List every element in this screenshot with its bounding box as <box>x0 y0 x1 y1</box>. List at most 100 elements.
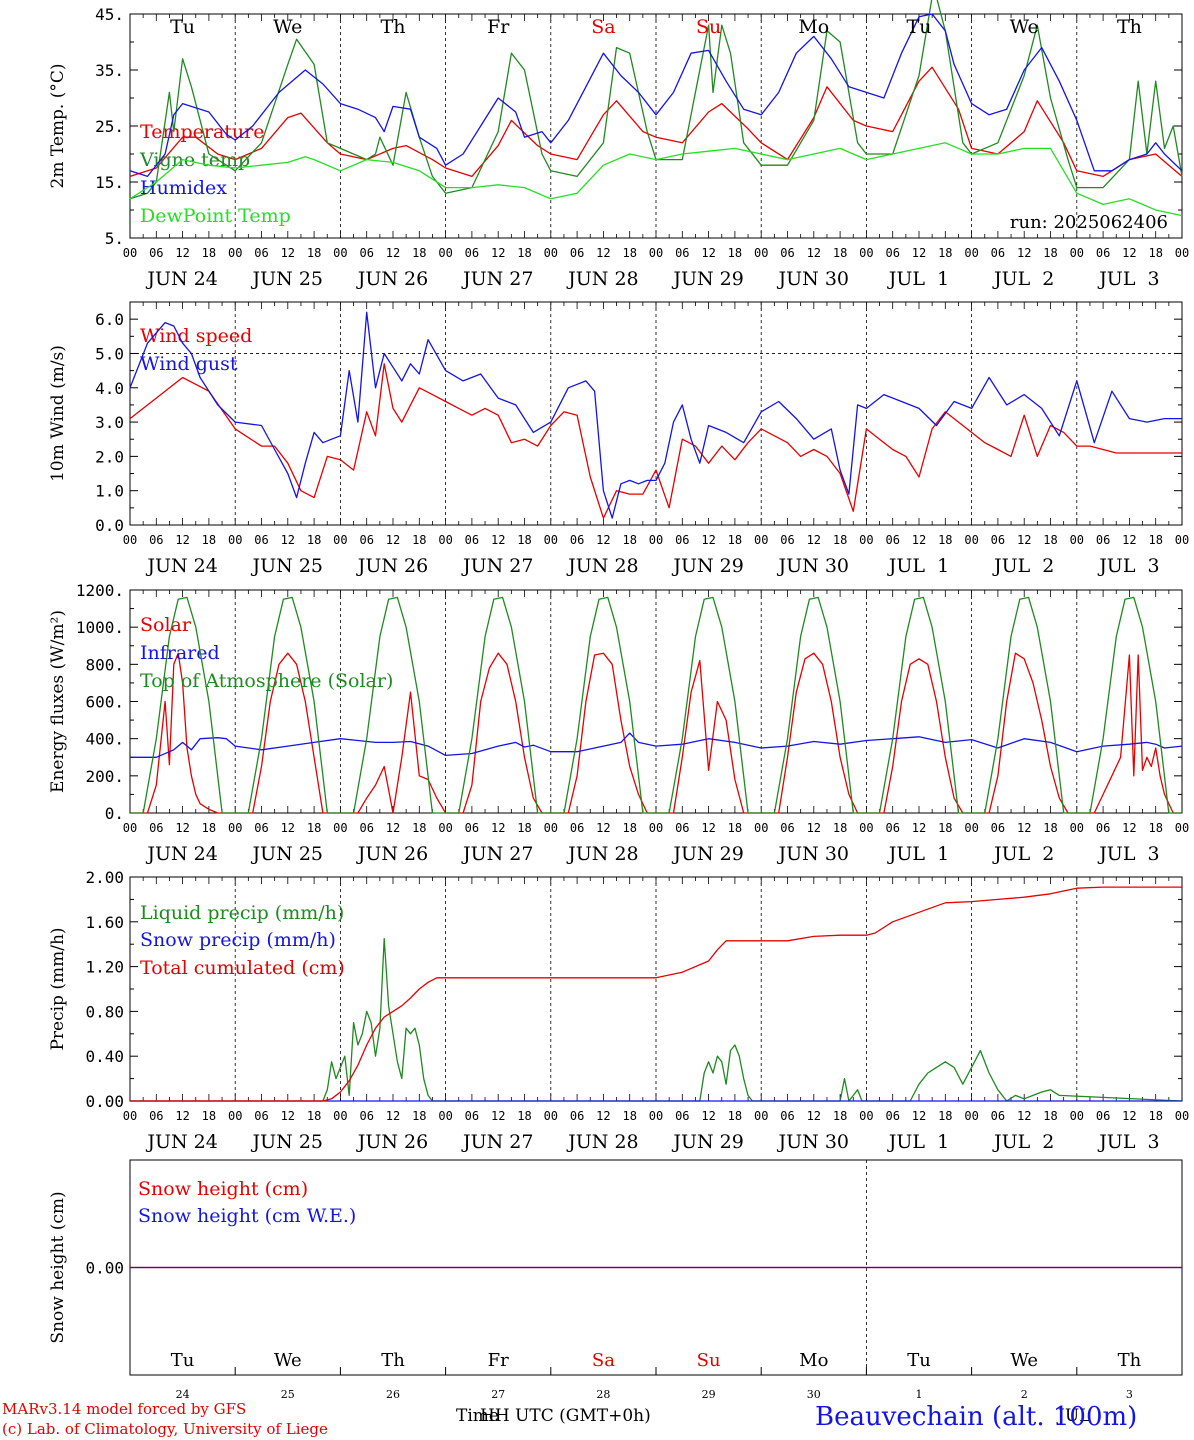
hour-label: 18 <box>202 533 216 547</box>
hour-label: 06 <box>465 1109 479 1123</box>
hour-label: 00 <box>964 1109 978 1123</box>
hour-label: 18 <box>728 1109 742 1123</box>
date-label: JUL 2 <box>992 555 1054 577</box>
weekday-label: Fr <box>487 16 510 38</box>
weekday-label: Tu <box>907 1350 931 1371</box>
hour-label: 18 <box>1148 821 1162 835</box>
hour-label: 18 <box>517 246 531 260</box>
date-label: JUN 28 <box>566 1131 638 1153</box>
hour-label: 18 <box>833 821 847 835</box>
hour-label: 00 <box>754 246 768 260</box>
hour-label: 00 <box>1175 246 1189 260</box>
series-top-of-atmosphere-solar <box>130 596 1182 814</box>
day-number-label: 24 <box>176 1388 190 1401</box>
y-tick-label: 200. <box>85 767 124 786</box>
hour-label: 06 <box>1096 821 1110 835</box>
hour-label: 00 <box>123 1109 137 1123</box>
series-temperature <box>129 66 1183 178</box>
hour-label: 18 <box>517 1109 531 1123</box>
date-label: JUN 30 <box>777 555 849 577</box>
hour-label: 12 <box>1122 821 1136 835</box>
hour-label: 18 <box>728 533 742 547</box>
hour-label: 06 <box>780 1109 794 1123</box>
legend-vigne-temp: Vigne temp <box>139 149 250 171</box>
hour-label: 00 <box>438 533 452 547</box>
hour-label: 12 <box>596 821 610 835</box>
hour-label: 06 <box>254 533 268 547</box>
y-tick-label: 1.20 <box>85 958 124 977</box>
month-label: JUL <box>1058 1406 1091 1426</box>
date-label: JUN 26 <box>356 555 428 577</box>
y-tick-label: 600. <box>85 693 124 712</box>
hour-label: 12 <box>386 821 400 835</box>
hour-label: 00 <box>123 246 137 260</box>
hour-label: 12 <box>491 1109 505 1123</box>
hour-label: 00 <box>228 246 242 260</box>
run-label: run: 2025062406 <box>1010 212 1168 233</box>
weekday-label: We <box>1010 1350 1038 1371</box>
hour-label: 06 <box>885 246 899 260</box>
hour-label: 12 <box>175 246 189 260</box>
weekday-label: Sa <box>592 1350 615 1371</box>
hour-label: 06 <box>885 533 899 547</box>
y-axis-label: 2m Temp. (°C) <box>48 63 68 188</box>
hour-label: 00 <box>544 246 558 260</box>
weekday-label: Th <box>1118 1350 1142 1371</box>
hour-label: 18 <box>938 533 952 547</box>
time-axis-label: Time <box>456 1406 499 1426</box>
hour-label: 06 <box>991 533 1005 547</box>
legend-snow-height-cm-w-e: Snow height (cm W.E.) <box>138 1205 356 1227</box>
y-tick-label: 2.0 <box>95 447 124 466</box>
series-wind-speed <box>129 363 1182 519</box>
weekday-label: We <box>273 16 302 38</box>
date-label: JUN 26 <box>356 268 428 290</box>
series-wind-gust <box>129 311 1182 519</box>
y-tick-label: 1000. <box>76 618 124 637</box>
weekday-label: Mo <box>798 16 829 38</box>
hour-label: 12 <box>701 533 715 547</box>
hour-label: 12 <box>596 1109 610 1123</box>
hour-label: 18 <box>728 821 742 835</box>
hour-label: 18 <box>412 533 426 547</box>
hour-label: 00 <box>544 821 558 835</box>
y-tick-label: 35. <box>95 61 124 80</box>
y-axis-label: 10m Wind (m/s) <box>48 345 68 482</box>
hour-label: 06 <box>149 246 163 260</box>
day-number-label: 29 <box>702 1388 716 1401</box>
y-tick-label: 6.0 <box>95 310 124 329</box>
plot-frame <box>129 301 1183 526</box>
temperature-panel: 5.15.25.35.45.2m Temp. (°C) TemperatureVi… <box>48 0 1189 290</box>
y-tick-label: 800. <box>85 655 124 674</box>
hour-label: 12 <box>596 246 610 260</box>
hour-label: 12 <box>807 821 821 835</box>
date-label: JUN 26 <box>356 843 428 865</box>
date-label: JUL 1 <box>887 843 949 865</box>
date-label: JUN 29 <box>671 268 743 290</box>
hour-label: 12 <box>175 1109 189 1123</box>
day-number-label: 2 <box>1021 1388 1028 1401</box>
day-number-label: 25 <box>281 1388 295 1401</box>
hour-label: 12 <box>175 533 189 547</box>
plot-frame <box>129 589 1183 814</box>
day-number-label: 1 <box>916 1388 923 1401</box>
precip-panel: 0.00 0.40 0.80 1.20 1.60 2.00 Precip (mm/h) Liq… <box>48 868 1189 1153</box>
hour-label: 06 <box>359 821 373 835</box>
hour-label: 06 <box>675 1109 689 1123</box>
hour-label: 06 <box>1096 246 1110 260</box>
hour-label: 12 <box>912 533 926 547</box>
hour-label: 06 <box>149 533 163 547</box>
hour-label: 00 <box>859 1109 873 1123</box>
hour-label: 18 <box>1148 533 1162 547</box>
hour-label: 12 <box>386 1109 400 1123</box>
date-label: JUN 28 <box>566 843 638 865</box>
hour-label: 18 <box>1148 246 1162 260</box>
y-tick-label: 0.00 <box>85 1092 124 1111</box>
hour-label: 00 <box>649 821 663 835</box>
hour-label: 18 <box>307 821 321 835</box>
series-dewpoint-temp <box>129 142 1183 217</box>
y-tick-label: 25. <box>95 117 124 136</box>
hour-label: 12 <box>281 821 295 835</box>
y-tick-label: 15. <box>95 173 124 192</box>
y-axis-label: Snow height (cm) <box>48 1191 68 1343</box>
y-tick-label: 0. <box>105 804 124 823</box>
